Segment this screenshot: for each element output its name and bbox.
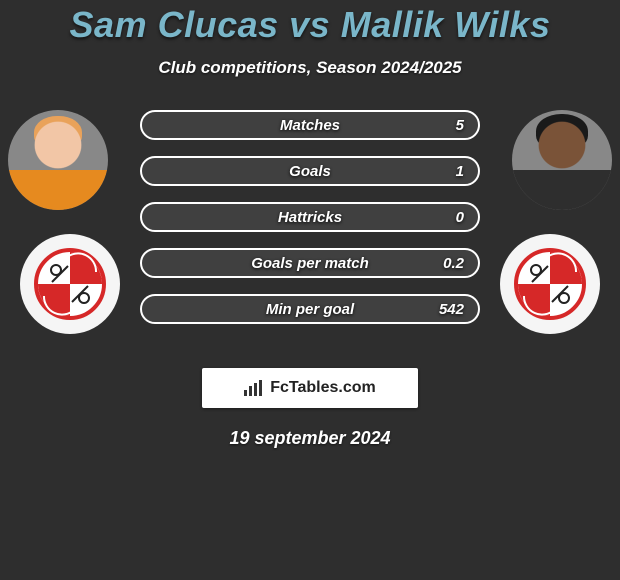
stat-value-right: 0.2 — [443, 250, 464, 276]
date-label: 19 september 2024 — [0, 428, 620, 449]
stat-row: Hattricks 0 — [140, 202, 480, 232]
player1-avatar — [8, 110, 108, 210]
stat-row: Matches 5 — [140, 110, 480, 140]
player2-avatar-fill — [512, 110, 612, 210]
player2-name: Mallik Wilks — [341, 4, 551, 45]
brand-badge: FcTables.com — [202, 368, 418, 408]
player1-name: Sam Clucas — [70, 4, 279, 45]
stat-value-right: 542 — [439, 296, 464, 322]
stat-bars: Matches 5 Goals 1 Hattricks 0 Goals per … — [140, 110, 480, 340]
stats-area: Matches 5 Goals 1 Hattricks 0 Goals per … — [0, 110, 620, 360]
stat-label: Goals — [142, 158, 478, 184]
page-title: Sam Clucas vs Mallik Wilks — [0, 4, 620, 46]
player1-club-badge — [20, 234, 120, 334]
stat-row: Min per goal 542 — [140, 294, 480, 324]
stat-label: Goals per match — [142, 250, 478, 276]
club-crest-icon — [514, 248, 586, 320]
chart-icon — [244, 380, 264, 396]
player2-avatar — [512, 110, 612, 210]
stat-label: Hattricks — [142, 204, 478, 230]
stat-value-right: 5 — [456, 112, 464, 138]
stat-label: Matches — [142, 112, 478, 138]
subtitle: Club competitions, Season 2024/2025 — [0, 58, 620, 78]
stat-row: Goals 1 — [140, 156, 480, 186]
stat-value-right: 0 — [456, 204, 464, 230]
stat-row: Goals per match 0.2 — [140, 248, 480, 278]
stat-label: Min per goal — [142, 296, 478, 322]
brand-text: FcTables.com — [270, 379, 376, 397]
player2-club-badge — [500, 234, 600, 334]
stat-value-right: 1 — [456, 158, 464, 184]
player1-avatar-fill — [8, 110, 108, 210]
vs-label: vs — [289, 4, 330, 45]
comparison-card: Sam Clucas vs Mallik Wilks Club competit… — [0, 0, 620, 449]
club-crest-icon — [34, 248, 106, 320]
